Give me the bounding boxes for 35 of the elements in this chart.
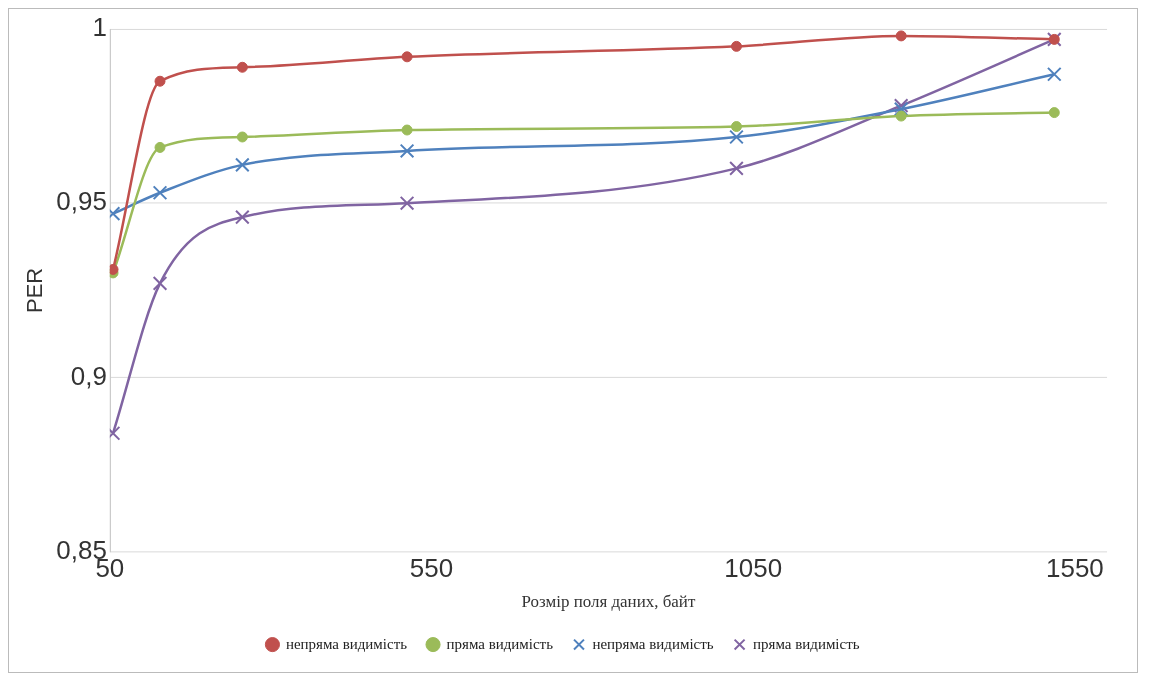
y-tick-label: 0,9 bbox=[70, 361, 107, 390]
point bbox=[401, 51, 413, 63]
point bbox=[235, 209, 250, 225]
point bbox=[152, 276, 168, 291]
point bbox=[893, 98, 909, 113]
point bbox=[109, 263, 119, 275]
point bbox=[895, 30, 907, 42]
point bbox=[729, 129, 744, 145]
x-tick-label: 550 bbox=[409, 554, 454, 583]
point bbox=[236, 61, 248, 73]
x-tick-label: 1050 bbox=[724, 554, 783, 583]
point bbox=[1046, 66, 1062, 82]
point bbox=[399, 195, 415, 211]
legend-label: пряма видимість bbox=[753, 635, 860, 652]
y-tick-label: 0,95 bbox=[56, 187, 107, 216]
point bbox=[399, 143, 415, 159]
point bbox=[236, 131, 248, 143]
y-tick-label: 1 bbox=[92, 13, 107, 42]
point bbox=[154, 141, 166, 153]
point bbox=[895, 110, 907, 122]
x-axis-title: Розмір поля даних, байт bbox=[521, 592, 696, 612]
y-axis-title: PER bbox=[22, 267, 48, 313]
point bbox=[730, 121, 742, 133]
legend-label: непряма видимість bbox=[592, 635, 714, 652]
point bbox=[730, 40, 742, 52]
point bbox=[729, 161, 744, 176]
point bbox=[893, 101, 909, 117]
point bbox=[401, 124, 413, 136]
point bbox=[235, 157, 250, 173]
point bbox=[1048, 107, 1060, 119]
legend-label: непряма видимість bbox=[285, 635, 408, 652]
point bbox=[152, 185, 168, 201]
x-tick-label: 1550 bbox=[1046, 554, 1104, 583]
point bbox=[154, 75, 166, 87]
legend-label: пряма видимість bbox=[446, 635, 554, 652]
